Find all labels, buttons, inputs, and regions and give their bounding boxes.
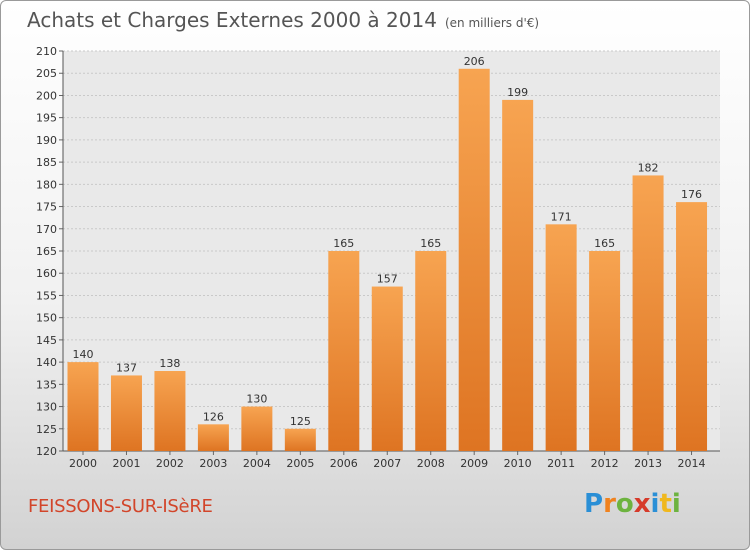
y-tick-label: 205: [36, 67, 57, 80]
y-tick-label: 155: [36, 289, 57, 302]
logo-letter: r: [603, 489, 616, 519]
y-tick-label: 165: [36, 245, 57, 258]
bar-2012: [589, 251, 621, 451]
data-label-2008: 165: [420, 237, 441, 250]
y-tick-label: 180: [36, 178, 57, 191]
bar-2010: [502, 99, 534, 451]
y-tick-label: 200: [36, 89, 57, 102]
data-label-2006: 165: [333, 237, 354, 250]
bar-2013: [632, 175, 664, 451]
bar-2006: [328, 251, 360, 451]
y-tick-label: 150: [36, 312, 57, 325]
x-tick-label-2009: 2009: [460, 457, 488, 470]
x-tick-label-2012: 2012: [591, 457, 619, 470]
x-tick-label-2003: 2003: [199, 457, 227, 470]
x-tick-label-2010: 2010: [504, 457, 532, 470]
y-tick-label: 185: [36, 156, 57, 169]
x-tick-label-2004: 2004: [243, 457, 271, 470]
logo-letter: i: [671, 489, 681, 519]
y-tick-label: 120: [36, 445, 57, 458]
y-tick-label: 195: [36, 112, 57, 125]
x-tick-label-2005: 2005: [286, 457, 314, 470]
x-tick-label-2001: 2001: [112, 457, 140, 470]
logo-letter: x: [633, 489, 651, 519]
y-tick-label: 125: [36, 423, 57, 436]
data-label-2000: 140: [73, 348, 94, 361]
data-label-2001: 137: [116, 361, 137, 374]
data-label-2005: 125: [290, 415, 311, 428]
logo-letter: t: [659, 489, 672, 519]
y-tick-label: 140: [36, 356, 57, 369]
data-label-2013: 182: [638, 161, 659, 174]
x-tick-label-2000: 2000: [69, 457, 97, 470]
data-label-2004: 130: [246, 393, 267, 406]
logo-letter: P: [584, 489, 604, 519]
y-tick-label: 130: [36, 401, 57, 414]
x-tick-label-2008: 2008: [417, 457, 445, 470]
data-label-2012: 165: [594, 237, 615, 250]
bar-2008: [415, 251, 447, 451]
bar-2004: [241, 406, 273, 451]
y-tick-label: 160: [36, 267, 57, 280]
y-tick-label: 135: [36, 378, 57, 391]
bar-2014: [676, 202, 708, 451]
data-label-2007: 157: [377, 273, 398, 286]
x-tick-label-2014: 2014: [678, 457, 706, 470]
place-name: FEISSONS-SUR-ISèRE: [28, 496, 213, 517]
x-tick-label-2006: 2006: [330, 457, 358, 470]
bar-2003: [197, 424, 229, 451]
y-tick-label: 210: [36, 45, 57, 58]
x-tick-label-2013: 2013: [634, 457, 662, 470]
x-tick-label-2011: 2011: [547, 457, 575, 470]
bar-2007: [371, 286, 403, 451]
x-tick-label-2007: 2007: [373, 457, 401, 470]
chart-subtitle: (en milliers d'€): [444, 16, 540, 30]
data-label-2002: 138: [159, 357, 180, 370]
data-label-2003: 126: [203, 410, 224, 423]
data-label-2014: 176: [681, 188, 702, 201]
y-tick-label: 175: [36, 201, 57, 214]
bar-2005: [284, 428, 316, 451]
chart-title-text: Achats et Charges Externes 2000 à 2014: [27, 8, 437, 32]
y-tick-label: 190: [36, 134, 57, 147]
x-tick-label-2002: 2002: [156, 457, 184, 470]
y-tick-label: 145: [36, 334, 57, 347]
logo-letter: i: [650, 489, 660, 519]
data-label-2009: 206: [464, 55, 485, 68]
logo-letter: o: [615, 489, 634, 519]
y-tick-label: 170: [36, 223, 57, 236]
data-label-2010: 199: [507, 86, 528, 99]
chart-title: Achats et Charges Externes 2000 à 2014 (e…: [27, 8, 539, 32]
bar-2000: [67, 362, 99, 451]
data-label-2011: 171: [551, 210, 572, 223]
bar-2011: [545, 224, 577, 451]
proxiti-logo: Proxiti: [584, 489, 681, 519]
bar-2001: [110, 375, 142, 451]
bar-2002: [154, 371, 186, 451]
bar-2009: [458, 68, 490, 452]
